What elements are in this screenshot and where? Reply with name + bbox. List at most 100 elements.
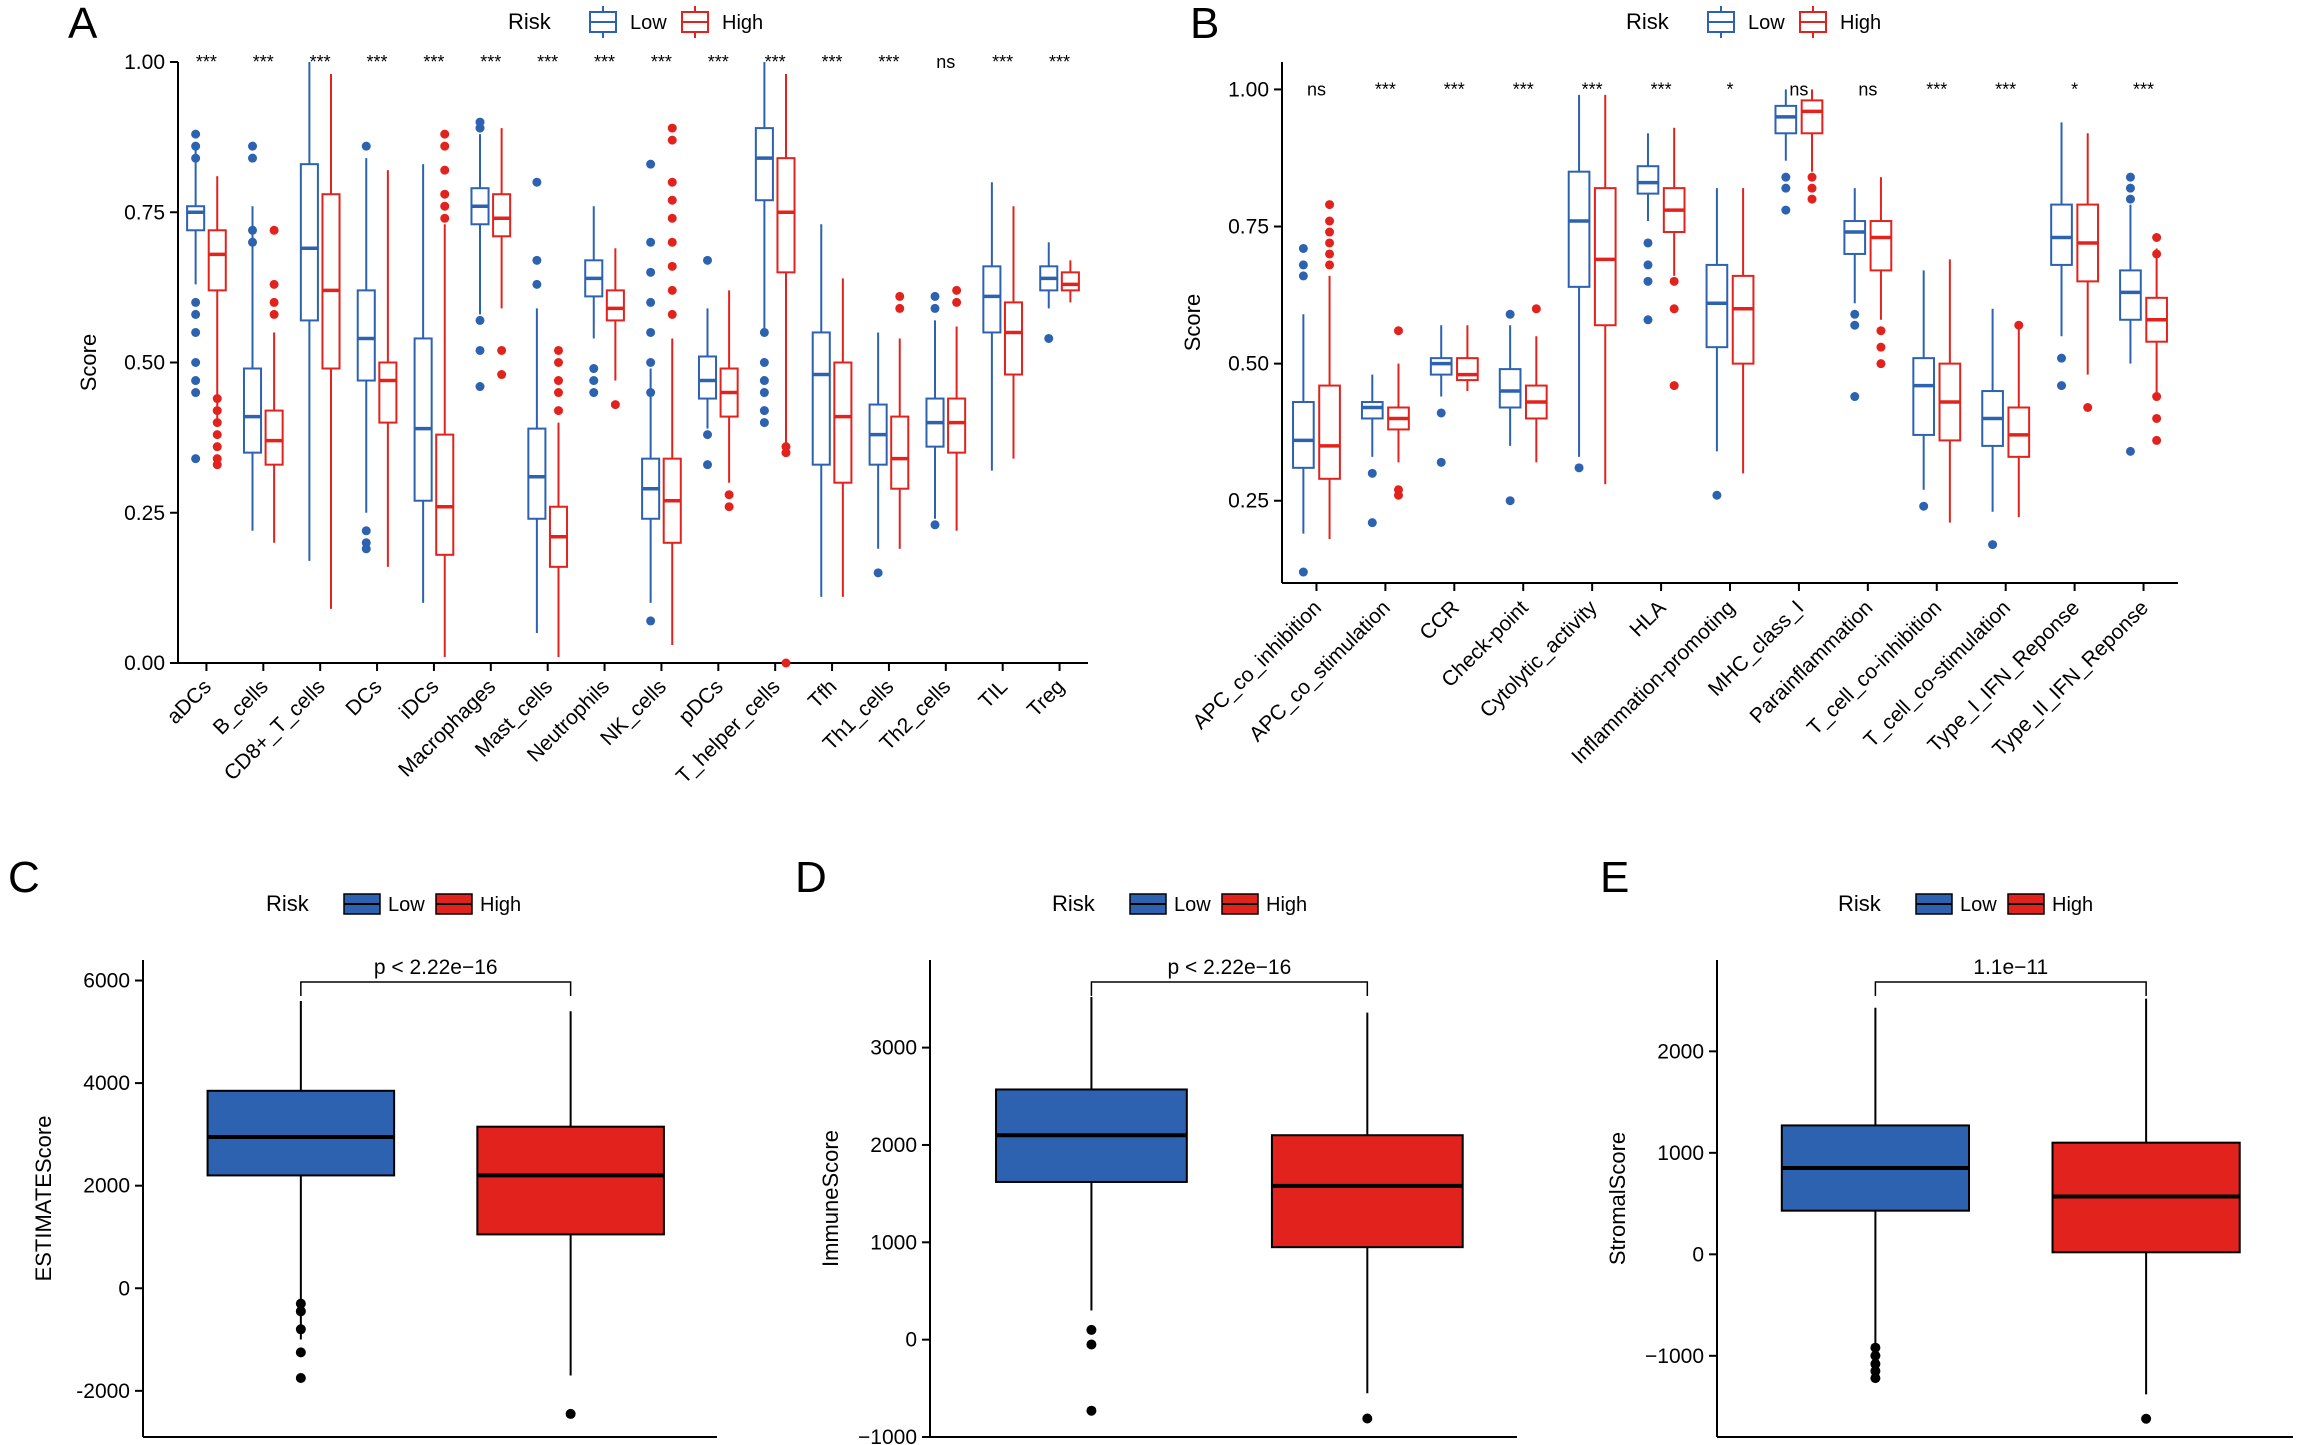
significance-label: ns (936, 52, 955, 72)
outlier-point (1712, 490, 1722, 500)
outlier-point (191, 358, 201, 367)
outlier-point (295, 1347, 306, 1358)
box-high (2007, 406, 2031, 458)
significance-label: *** (1375, 79, 1396, 99)
outlier-point (1807, 194, 1817, 204)
outlier-point (2152, 435, 2162, 445)
outlier-point (1643, 238, 1653, 248)
panel-c: Risk Low High -2000 0 2000 4000 6000 ESTIMATESco… (31, 891, 717, 1438)
outlier-point (295, 1298, 306, 1309)
legend-label-high: High (1266, 894, 1307, 916)
significance-label: *** (480, 52, 501, 72)
significance-label: *** (1995, 79, 2016, 99)
y-axis-title: ImmuneScore (818, 1130, 843, 1267)
outlier-point (553, 358, 563, 367)
outlier-point (1876, 342, 1886, 352)
outlier-point (1393, 326, 1403, 336)
legend-title: Risk (266, 891, 310, 916)
outlier-point (1393, 490, 1403, 500)
box-low (1636, 165, 1660, 195)
outlier-point (667, 213, 677, 223)
outlier-point (646, 358, 656, 367)
outlier-point (2152, 232, 2162, 242)
outlier-point (2014, 320, 2024, 330)
legend-label-low: Low (388, 894, 425, 916)
outlier-point (2152, 392, 2162, 402)
legend-label-high: High (722, 12, 763, 34)
y-tick-label: 0 (118, 1277, 130, 1300)
box-low (356, 289, 376, 382)
outlier-point (212, 430, 222, 440)
outlier-point (475, 345, 485, 355)
box-low (299, 163, 319, 322)
significance-label: *** (594, 52, 615, 72)
significance-label: *** (1444, 79, 1465, 99)
outlier-point (1876, 326, 1886, 336)
outlier-point (646, 327, 656, 337)
box-low (1843, 220, 1867, 255)
y-tick-label: 0.75 (124, 201, 165, 224)
y-tick-label: 2000 (870, 1134, 917, 1157)
outlier-point (248, 237, 258, 247)
y-tick-label: 1000 (1657, 1142, 1704, 1165)
outlier-point (475, 123, 485, 133)
box-low (1498, 368, 1522, 409)
significance-label: *** (310, 52, 331, 72)
box-high (476, 1125, 665, 1236)
outlier-point (895, 303, 905, 313)
significance-label: *** (1513, 79, 1534, 99)
outlier-point (667, 237, 677, 247)
legend-label-low: Low (1174, 894, 1211, 916)
box-high (776, 157, 796, 274)
box-high (378, 361, 398, 424)
outlier-point (646, 616, 656, 626)
outlier-point (1298, 271, 1308, 281)
box-low (697, 355, 718, 400)
outlier-point (1086, 1324, 1097, 1335)
box-low (1360, 401, 1384, 420)
outlier-point (191, 297, 201, 307)
outlier-point (565, 1408, 576, 1419)
outlier-point (2152, 413, 2162, 423)
y-tick-label: 0.75 (1228, 216, 1269, 239)
outlier-point (553, 406, 563, 416)
outlier-point (610, 400, 620, 410)
outlier-point (667, 177, 677, 187)
outlier-point (1781, 183, 1791, 193)
panel-letter-a: A (68, 0, 98, 48)
outlier-point (1876, 359, 1886, 369)
outlier-point (497, 345, 507, 355)
outlier-point (759, 388, 769, 398)
legend-title: Risk (1052, 891, 1096, 916)
outlier-point (646, 159, 656, 169)
y-tick-label: 4000 (83, 1072, 130, 1095)
outlier-point (1531, 304, 1541, 314)
outlier-point (1505, 309, 1515, 319)
y-axis-title: ESTIMATEScore (31, 1116, 56, 1282)
outlier-point (1643, 276, 1653, 286)
significance-bracket (1090, 981, 1369, 996)
box-low (1429, 357, 1453, 376)
box-high (435, 433, 455, 556)
outlier-point (191, 141, 201, 151)
x-tick-label: APC_co_stimulation (1245, 596, 1395, 746)
significance-label: *** (423, 52, 444, 72)
significance-label: ns (1789, 79, 1808, 99)
outlier-point (475, 315, 485, 325)
outlier-point (1988, 540, 1998, 550)
box-high (1800, 99, 1824, 135)
outlier-point (2083, 403, 2093, 413)
box-low (527, 427, 547, 520)
outlier-point (646, 388, 656, 398)
x-tick-label: APC_co_inhibition (1188, 596, 1326, 734)
outlier-point (248, 153, 258, 163)
legend-label-low: Low (1960, 894, 1997, 916)
outlier-point (1870, 1358, 1881, 1369)
outlier-point (1919, 501, 1929, 511)
p-value-label: p < 2.22e−16 (374, 956, 498, 979)
significance-label: *** (1651, 79, 1672, 99)
box-high (1270, 1134, 1464, 1249)
significance-label: *** (765, 52, 786, 72)
outlier-point (553, 345, 563, 355)
